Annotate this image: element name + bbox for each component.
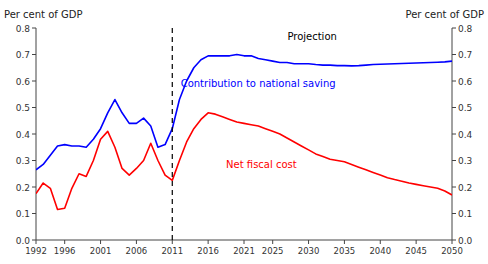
series-label: Contribution to national saving	[181, 78, 336, 89]
y-tick	[32, 187, 36, 188]
y2-tick-label: 0.6	[458, 77, 473, 87]
y-tick-label: 0.0	[16, 236, 31, 246]
series-line	[36, 55, 452, 170]
y-tick	[32, 240, 36, 241]
y-tick-label: 0.2	[16, 183, 30, 193]
series-line	[36, 113, 452, 210]
plot-area	[36, 28, 452, 240]
y-tick	[32, 213, 36, 214]
y2-tick-label: 0.4	[458, 130, 473, 140]
y2-tick	[452, 160, 456, 161]
x-tick	[380, 240, 381, 244]
x-tick	[308, 240, 309, 244]
y2-tick-label: 0.1	[458, 209, 472, 219]
x-tick	[64, 240, 65, 244]
y2-tick-label: 0.0	[458, 236, 473, 246]
x-tick-label: 2001	[90, 246, 112, 256]
y2-tick-label: 0.8	[458, 24, 473, 34]
axes: 0.0 0.1 0.2 0.3 0.4 0.5 0.6 0.7 0.8 0.0 0.1 0.2 0.3 0…	[16, 24, 473, 257]
x-tick-label: 2016	[197, 246, 219, 256]
y2-tick-label: 0.2	[458, 183, 472, 193]
y2-tick	[452, 134, 456, 135]
x-tick-label: 2011	[161, 246, 183, 256]
x-tick	[172, 240, 173, 244]
y-tick-label: 0.4	[16, 130, 31, 140]
y-tick	[32, 134, 36, 135]
projection-line	[172, 28, 173, 240]
x-tick-label: 1992	[25, 246, 47, 256]
annotations: Projection Contribution to national savin…	[181, 31, 337, 170]
y2-tick	[452, 54, 456, 55]
y2-tick	[452, 213, 456, 214]
y-tick	[32, 81, 36, 82]
y-tick-label: 0.6	[16, 77, 31, 87]
x-tick-label: 2050	[441, 246, 463, 256]
series-label: Net fiscal cost	[226, 159, 297, 170]
x-tick-label: 2030	[298, 246, 320, 256]
y-tick	[32, 28, 36, 29]
x-tick-label: 2021	[233, 246, 255, 256]
y2-tick	[452, 107, 456, 108]
y2-tick	[452, 28, 456, 29]
y-axis-title: Per cent of GDP	[4, 9, 83, 20]
x-tick-label: 2040	[369, 246, 391, 256]
x-tick	[344, 240, 345, 244]
y2-tick-label: 0.5	[458, 103, 472, 113]
y2-axis-title: Per cent of GDP	[405, 9, 484, 20]
x-tick	[452, 240, 453, 244]
x-tick-label: 2045	[405, 246, 427, 256]
x-tick	[208, 240, 209, 244]
x-tick-label: 1996	[54, 246, 76, 256]
y2-tick	[452, 240, 456, 241]
y-tick	[32, 54, 36, 55]
x-tick-label: 2025	[262, 246, 284, 256]
chart: 0.0 0.1 0.2 0.3 0.4 0.5 0.6 0.7 0.8 0.0 0.1 0.2 0.3 0…	[0, 0, 488, 264]
x-tick	[416, 240, 417, 244]
x-tick	[244, 240, 245, 244]
annotation: Projection	[287, 31, 336, 42]
x-tick-label: 2035	[334, 246, 356, 256]
y2-tick-label: 0.7	[458, 50, 472, 60]
y2-tick	[452, 81, 456, 82]
y2-tick-label: 0.3	[458, 156, 472, 166]
y-tick-label: 0.5	[16, 103, 30, 113]
y-tick-label: 0.3	[16, 156, 30, 166]
y-tick	[32, 160, 36, 161]
x-tick	[100, 240, 101, 244]
x-tick	[272, 240, 273, 244]
y-tick-label: 0.8	[16, 24, 31, 34]
y2-tick	[452, 187, 456, 188]
y-tick-label: 0.1	[16, 209, 30, 219]
y-tick-label: 0.7	[16, 50, 30, 60]
x-tick	[36, 240, 37, 244]
x-tick-label: 2006	[126, 246, 148, 256]
x-tick	[136, 240, 137, 244]
y-tick	[32, 107, 36, 108]
